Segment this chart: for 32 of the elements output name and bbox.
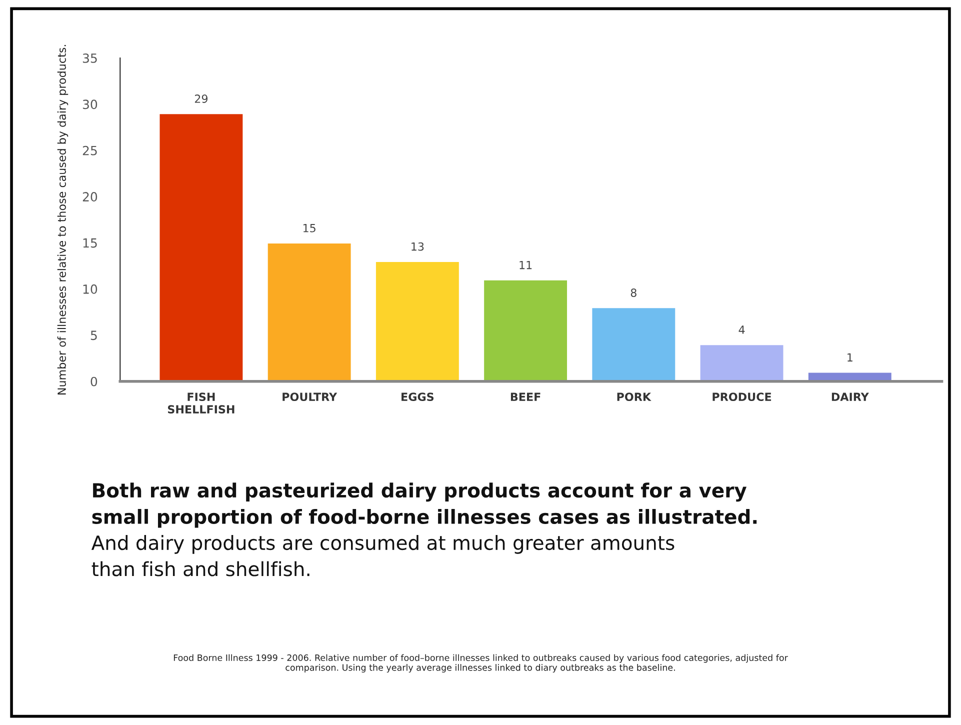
bar <box>266 242 352 382</box>
x-tick-label: DAIRY <box>832 392 869 401</box>
bar <box>590 306 677 382</box>
data-label: 4 <box>738 326 745 334</box>
data-label: 29 <box>194 94 208 103</box>
bar <box>482 279 568 382</box>
data-label: 8 <box>630 288 636 297</box>
y-tick-label: 0 <box>90 376 98 386</box>
text: Both raw and pasteurized dairy products account for a very small proportion of food-borne illnesses cases as illustrated. <box>92 482 757 528</box>
y-tick-label: 10 <box>83 284 98 294</box>
y-tick-label: 25 <box>82 146 97 156</box>
y-tick-label: 35 <box>82 53 97 63</box>
x-tick-label: POULTRY <box>282 392 338 402</box>
data-label: 13 <box>412 242 424 251</box>
x-tick-label: PRODUCE <box>712 392 772 402</box>
bar <box>374 260 460 382</box>
text: Food Borne Illness 1999 - 2006. Relative number of food–borne illnesses linked to outbreaks caused by various food categories, adjusted for comparison. Using the yearly average illnesses linked to diary outbreaks as the baseline. <box>174 654 788 673</box>
y-tick-label: 30 <box>82 100 98 110</box>
data-label: 11 <box>520 260 532 270</box>
y-tick-label: 5 <box>90 330 97 340</box>
y-tick-label: 15 <box>83 238 97 248</box>
y-axis-title: Number of illnesses relative to those caused by dairy products. <box>57 44 68 394</box>
x-tick-label: FISH SHELLFISH <box>168 392 234 414</box>
x-tick-label: BEEF <box>510 392 540 401</box>
text: And dairy products are consumed at much greater amounts than fish and shellfish. <box>91 535 674 576</box>
bar <box>158 112 244 382</box>
data-label: 15 <box>303 224 316 232</box>
bar <box>698 344 785 382</box>
x-tick-label: PORK <box>617 392 652 402</box>
x-tick-label: EGGS <box>402 392 434 402</box>
y-tick-label: 20 <box>82 192 98 202</box>
data-label: 1 <box>848 353 852 362</box>
